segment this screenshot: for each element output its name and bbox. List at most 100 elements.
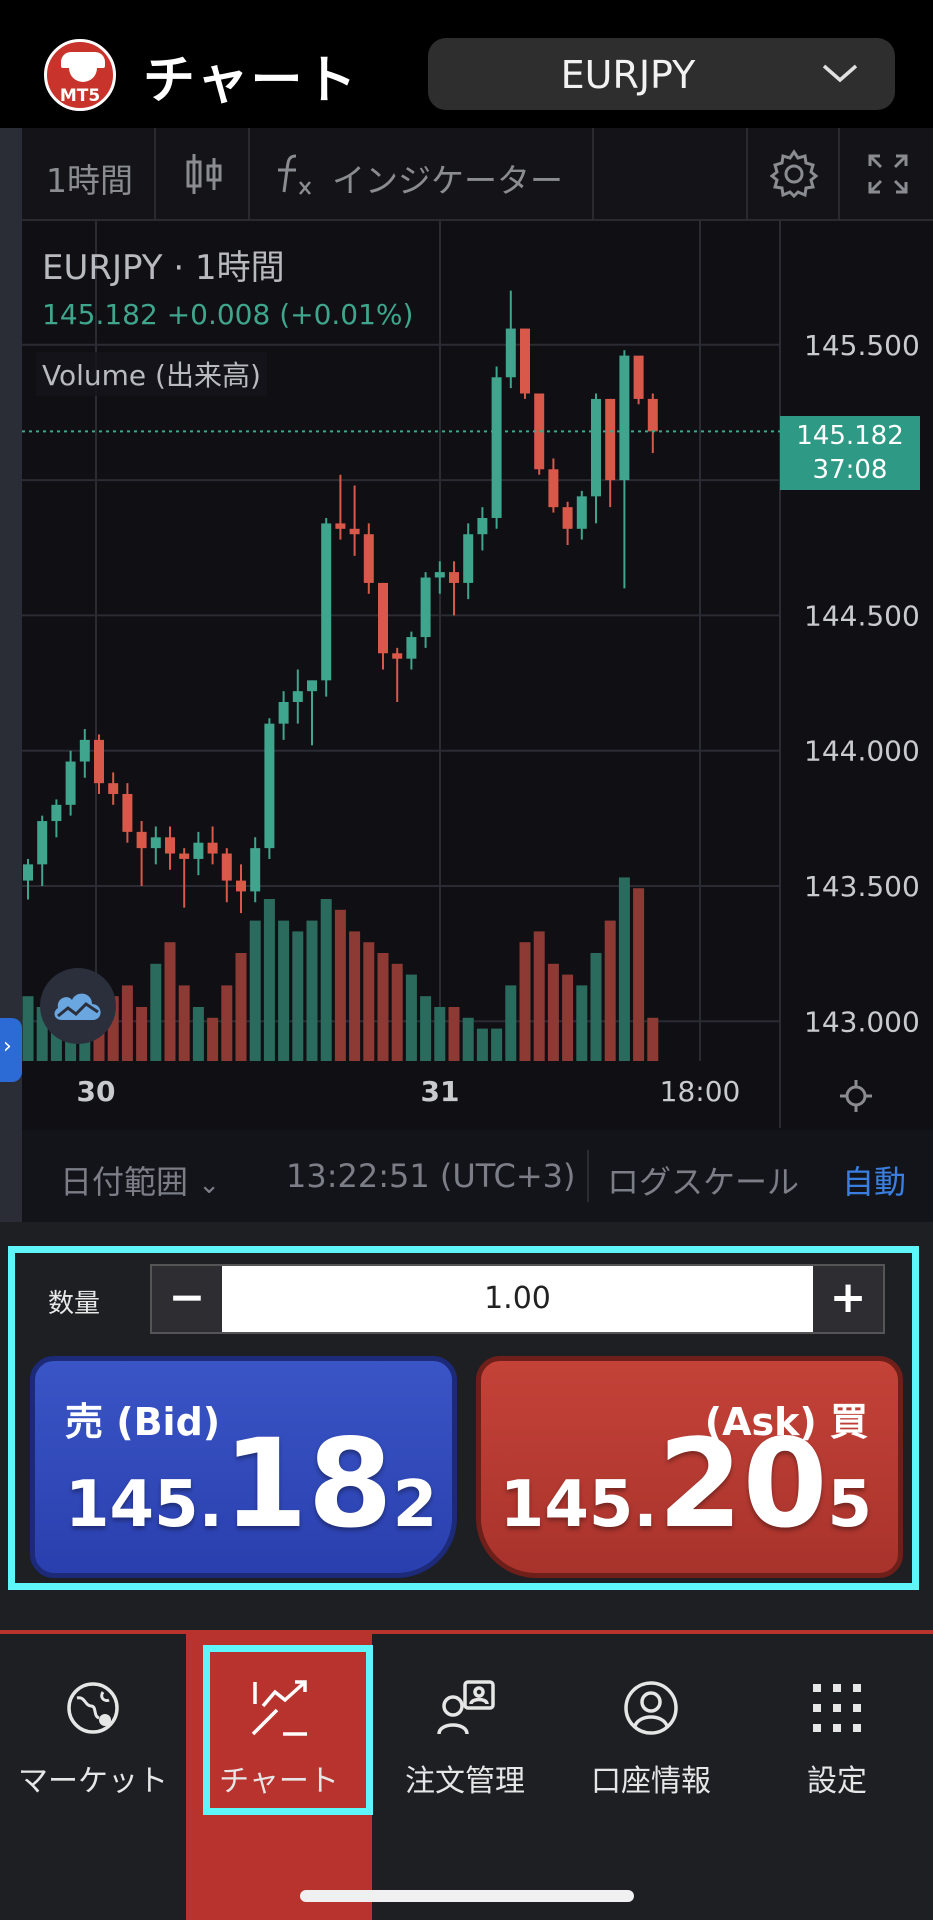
volume-bar: [136, 1007, 148, 1061]
chevron-down-icon: [822, 64, 858, 83]
volume-bar: [178, 985, 190, 1061]
candle-body: [221, 853, 232, 881]
nav-item-account[interactable]: 口座情報: [558, 1634, 744, 1864]
candle-body: [647, 398, 658, 432]
volume-bar: [235, 953, 247, 1061]
candle-body: [321, 523, 332, 681]
volume-bar: [320, 899, 332, 1061]
quantity-input[interactable]: 1.00: [222, 1266, 813, 1332]
ask-price: 145.205: [499, 1413, 872, 1555]
candle-body: [477, 517, 488, 535]
symbol-select[interactable]: EURJPY: [428, 38, 895, 110]
nav-label-market: マーケット: [18, 1764, 168, 1799]
fullscreen-icon[interactable]: [866, 152, 910, 196]
quantity-decrease-button[interactable]: −: [152, 1266, 222, 1332]
candle-body: [434, 572, 445, 578]
candle-body: [165, 837, 175, 854]
nav-label-chart: チャート: [219, 1764, 339, 1799]
grid-icon: [813, 1684, 861, 1732]
time-axis-settings-icon[interactable]: [838, 1078, 874, 1114]
sell-bid-label: 売 (Bid): [65, 1400, 221, 1444]
timeframe-button[interactable]: 1時間: [46, 161, 133, 200]
volume-bar: [306, 920, 318, 1061]
chevron-down-icon: ⌄: [198, 1170, 220, 1200]
candle-body: [562, 507, 573, 529]
candle-body: [520, 328, 530, 394]
cloud-chart-button[interactable]: [40, 968, 116, 1044]
volume-bar: [150, 963, 162, 1061]
chart-icon: [251, 1680, 307, 1736]
drawing-tools-strip: [0, 128, 22, 1222]
volume-bar: [363, 942, 375, 1061]
candle-body: [122, 793, 133, 832]
buy-ask-button[interactable]: (Ask) 買 145.205: [476, 1356, 903, 1578]
candle-body: [278, 701, 289, 724]
chart-toolbar: 1時間 インジケーター: [22, 128, 933, 221]
chart-legend-quote: 145.182 +0.008 (+0.01%): [42, 298, 414, 331]
candle-body: [392, 653, 403, 659]
gear-icon[interactable]: [768, 148, 820, 200]
volume-bar: [391, 963, 403, 1061]
volume-bar: [491, 1028, 503, 1061]
quantity-increase-button[interactable]: +: [813, 1266, 883, 1332]
volume-bar: [221, 985, 233, 1061]
volume-bar: [420, 996, 432, 1061]
cloud-icon: [54, 993, 101, 1020]
y-tick-label: 144.500: [804, 599, 920, 632]
candle-body: [619, 355, 630, 481]
candle-body: [449, 572, 459, 583]
volume-bar: [292, 931, 304, 1061]
volume-bar: [576, 985, 588, 1061]
candle-body: [65, 761, 76, 805]
candle-body: [179, 853, 190, 859]
volume-bar: [121, 985, 133, 1061]
candle-body: [292, 691, 303, 702]
candle-body: [591, 398, 601, 497]
globe-icon: [67, 1682, 119, 1734]
volume-bar: [633, 888, 645, 1061]
nav-chart-highlight: [203, 1645, 373, 1815]
candle-body: [94, 739, 104, 784]
current-price-tag: 145.182 37:08: [780, 416, 920, 490]
volume-bar: [533, 931, 545, 1061]
candle-body: [307, 680, 317, 692]
date-range-button[interactable]: 日付範囲 ⌄: [60, 1163, 220, 1201]
candle-body: [79, 739, 90, 762]
volume-bar: [547, 963, 559, 1061]
nav-item-chart[interactable]: チャート: [186, 1634, 372, 1920]
candle-type-icon[interactable]: [182, 150, 226, 198]
sell-bid-button[interactable]: 売 (Bid) 145.182: [30, 1356, 457, 1578]
volume-bar: [618, 877, 630, 1061]
y-tick-label: 143.000: [804, 1005, 920, 1038]
candle-body: [250, 848, 261, 892]
toolbar-expand-tab[interactable]: ›: [0, 1018, 22, 1082]
log-scale-toggle[interactable]: ログスケール: [607, 1163, 800, 1201]
nav-label-account: 口座情報: [591, 1764, 711, 1799]
volume-bar: [334, 909, 346, 1061]
mt5-logo: MT5: [44, 39, 116, 111]
nav-item-settings[interactable]: 設定: [744, 1634, 930, 1864]
candle-body: [463, 534, 474, 583]
y-tick-label: 143.500: [804, 870, 920, 903]
function-icon[interactable]: [274, 152, 314, 198]
app-header: MT5 チャート EURJPY: [0, 0, 933, 128]
page-title: チャート: [143, 51, 359, 111]
nav-label-orders: 注文管理: [405, 1764, 525, 1799]
volume-bar: [448, 1007, 460, 1061]
candle-body: [491, 377, 502, 518]
auto-scale-toggle[interactable]: 自動: [842, 1163, 907, 1201]
indicators-button[interactable]: インジケーター: [332, 161, 563, 200]
volume-bar: [405, 974, 417, 1061]
volume-bar: [249, 920, 261, 1061]
candle-body: [576, 496, 587, 529]
candle-body: [548, 469, 559, 508]
candle-body: [207, 842, 218, 854]
volume-bar: [50, 1017, 62, 1061]
volume-bar: [462, 1017, 474, 1061]
current-time: 13:22:51 (UTC+3): [286, 1157, 576, 1195]
candle-body: [335, 523, 346, 529]
nav-item-orders[interactable]: 注文管理: [372, 1634, 558, 1864]
nav-item-market[interactable]: マーケット: [0, 1634, 186, 1864]
candle-body: [406, 637, 417, 659]
chart-legend-volume: Volume (出来高): [36, 352, 267, 396]
